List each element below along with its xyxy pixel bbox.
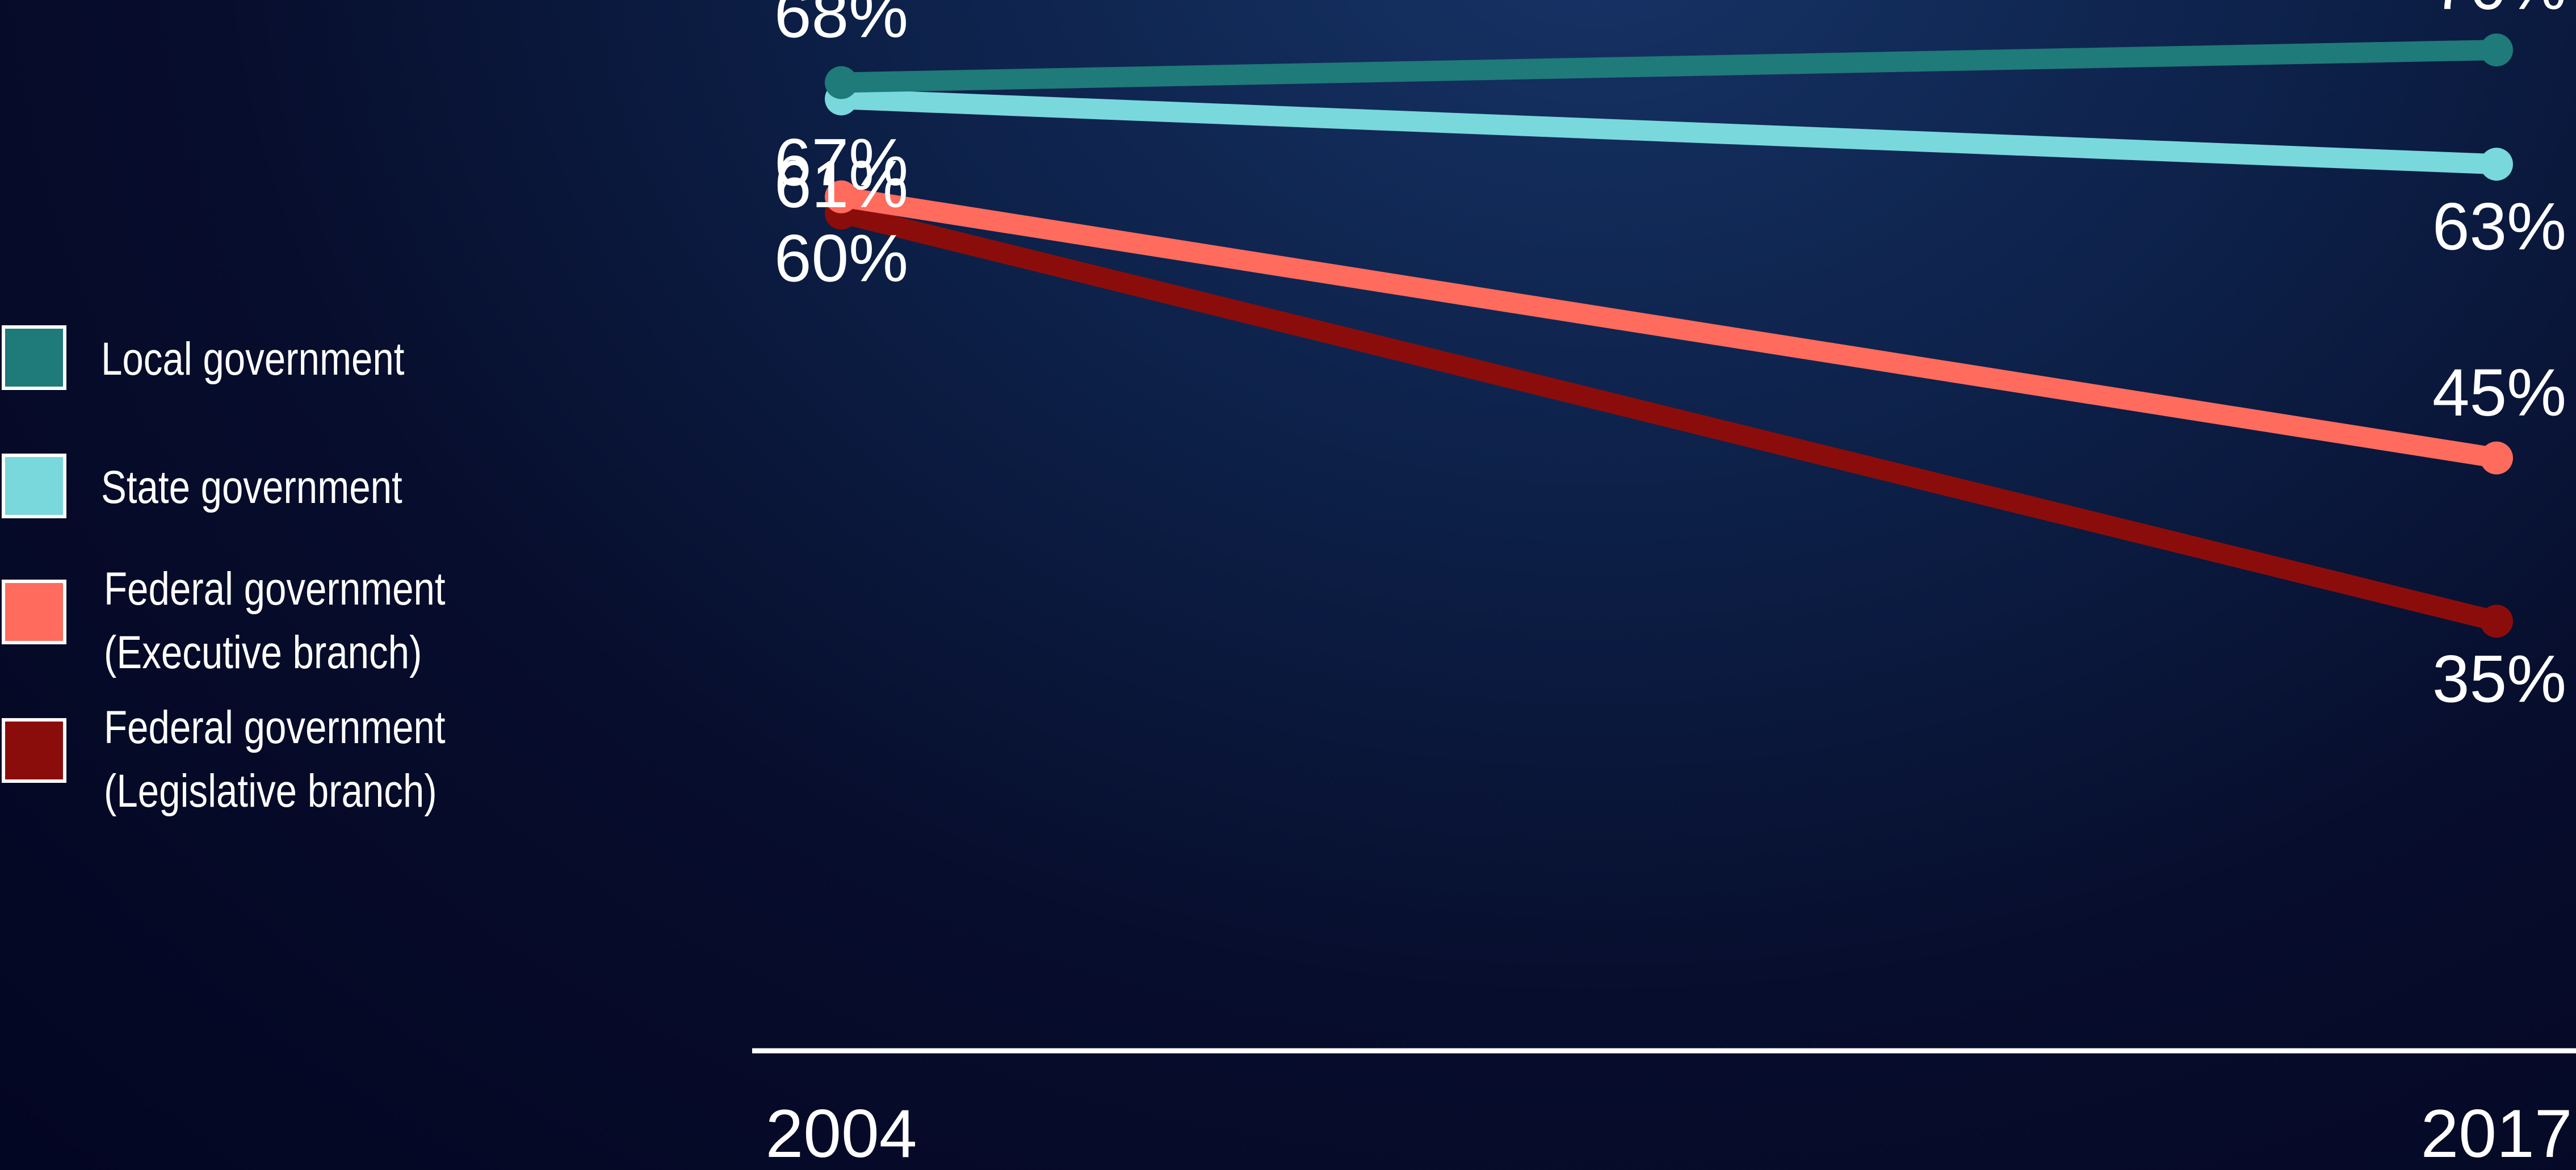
- data-labels: 68% 70% 67% 63% 61% 45% 60% 35%: [774, 0, 2566, 716]
- legend-item-federal-government-legislative-branch: Federal government (Legislative branch): [2, 701, 446, 817]
- data-point-federal-government-legislative-branch-2017: [2480, 605, 2513, 638]
- x-axis-ticks: 2004 2017: [766, 1096, 2573, 1170]
- x-tick-label-2017: 2017: [2421, 1096, 2573, 1170]
- data-point-state-government-2017: [2480, 148, 2513, 181]
- data-label-federal-government-executive-branch-2017: 45%: [2432, 355, 2566, 430]
- series-line-federal-government-executive-branch: [840, 186, 2498, 468]
- legend-item-state-government: State government: [2, 454, 402, 518]
- legend-label-local-government: Local government: [101, 333, 405, 385]
- data-point-local-government-2017: [2480, 33, 2513, 66]
- legend-label-federal-government-executive-branch-line-1: Federal government: [104, 563, 446, 615]
- legend-swatch-federal-government-legislative-branch: [2, 718, 66, 783]
- data-point-federal-government-executive-branch-2004: [825, 180, 858, 213]
- data-label-local-government-2017: 70%: [2432, 0, 2566, 24]
- series-line-state-government: [841, 89, 2497, 175]
- data-label-state-government-2017: 63%: [2432, 189, 2566, 264]
- data-label-local-government-2004: 68%: [774, 0, 908, 52]
- data-label-federal-government-legislative-branch-2004: 60%: [774, 221, 908, 296]
- data-label-federal-government-legislative-branch-2017: 35%: [2432, 641, 2566, 716]
- legend-item-local-government: Local government: [2, 325, 405, 390]
- data-point-local-government-2004: [825, 66, 858, 99]
- legend-label-state-government: State government: [101, 461, 402, 513]
- series-line-federal-government-legislative-branch: [838, 203, 2499, 631]
- x-tick-label-2004: 2004: [766, 1096, 917, 1170]
- data-label-state-government-2004: 67%: [774, 125, 908, 200]
- legend-swatch-local-government: [2, 325, 66, 390]
- data-point-federal-government-executive-branch-2017: [2480, 441, 2513, 475]
- plot-area: [825, 33, 2513, 638]
- chart-legend: Local government State government Federal …: [2, 325, 446, 817]
- legend-label-federal-government-legislative-branch-line-2: (Legislative branch): [104, 765, 437, 817]
- series-line-local-government: [841, 40, 2497, 93]
- legend-swatch-federal-government-executive-branch: [2, 580, 66, 644]
- legend-label-federal-government-executive-branch-line-2: (Executive branch): [104, 626, 422, 678]
- legend-item-federal-government-executive-branch: Federal government (Executive branch): [2, 563, 446, 678]
- data-label-federal-government-executive-branch-2004: 61%: [774, 147, 908, 222]
- legend-label-federal-government-legislative-branch-line-1: Federal government: [104, 701, 446, 753]
- legend-swatch-state-government: [2, 454, 66, 518]
